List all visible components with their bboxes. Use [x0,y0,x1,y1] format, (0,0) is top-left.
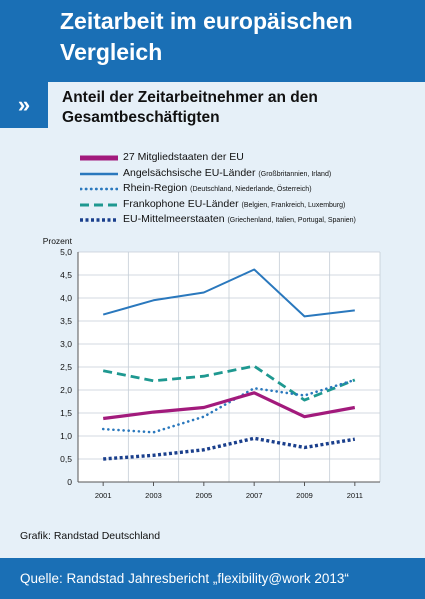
chart-legend: 27 Mitgliedstaaten der EU Angelsächsisch… [80,150,420,228]
y-tick-label: 2,0 [60,385,72,395]
series-line-3 [102,364,356,402]
legend-note: (Griechenland, Italien, Portugal, Spanie… [227,217,356,224]
legend-swatch-rhein [80,187,118,191]
y-axis-label: Prozent [43,236,73,246]
legend-swatch-eu27 [80,155,118,161]
x-tick-label: 2001 [95,491,112,500]
y-tick-label: 4,0 [60,293,72,303]
x-tick-label: 2005 [195,491,212,500]
legend-label: 27 Mitgliedstaaten der EU [123,151,244,163]
y-tick-label: 1,5 [60,408,72,418]
page-title: Zeitarbeit im europäischen Vergleich [60,8,353,65]
y-tick-label: 1,0 [60,431,72,441]
graphic-credit: Grafik: Randstad Deutschland [20,530,161,542]
chevron-right-icon: » [0,82,48,128]
source-footer: Quelle: Randstad Jahresbericht „flexibil… [0,558,425,599]
legend-note: (Deutschland, Niederlande, Österreich) [190,186,312,193]
y-tick-label: 3,5 [60,316,72,326]
legend-item-rhein: Rhein-Region (Deutschland, Niederlande, … [80,181,420,197]
legend-item-eu27: 27 Mitgliedstaaten der EU [80,150,420,166]
legend-item-angelsaechsisch: Angelsächsische EU-Länder (Großbritannie… [80,166,420,182]
series-line-4 [103,436,356,461]
legend-swatch-angelsaechsisch [80,172,118,175]
x-tick-label: 2009 [296,491,313,500]
legend-label: Frankophone EU-Länder [123,197,239,210]
legend-label: EU-Mittelmeerstaaten [123,213,225,225]
legend-note: (Belgien, Frankreich, Luxemburg) [241,201,346,209]
x-tick-label: 2007 [246,491,263,500]
legend-label: Angelsächsische EU-Länder [123,166,256,179]
x-tick-label: 2011 [347,491,363,500]
series-line-1 [102,268,355,318]
legend-swatch-mittelmeer [80,218,118,222]
y-tick-label: 3,0 [60,339,72,349]
header-bar: Zeitarbeit im europäischen Vergleich [0,0,425,82]
legend-note: (Großbritannien, Irland) [258,170,332,178]
y-tick-label: 0,5 [60,454,72,464]
line-chart: 0 0,5 1,0 1,5 2,0 2,5 3,0 3,5 4,0 4,5 5,0 2001 2003 2… [43,236,381,500]
y-tick-label: 5,0 [60,247,72,257]
y-tick-label: 0 [67,477,72,487]
series-line-2 [101,378,357,434]
y-tick-label: 2,5 [60,362,72,372]
legend-item-mittelmeer: EU-Mittelmeerstaaten (Griechenland, Ital… [80,212,420,228]
chart-subtitle: Anteil der Zeitarbeitnehmer an den Gesam… [62,89,318,126]
y-tick-label: 4,5 [60,270,72,280]
legend-label: Rhein-Region [123,182,188,194]
x-tick-label: 2003 [145,491,162,500]
series-line-0 [102,391,356,421]
legend-swatch-frankophon [80,203,118,206]
legend-item-frankophon: Frankophone EU-Länder (Belgien, Frankrei… [80,197,420,213]
